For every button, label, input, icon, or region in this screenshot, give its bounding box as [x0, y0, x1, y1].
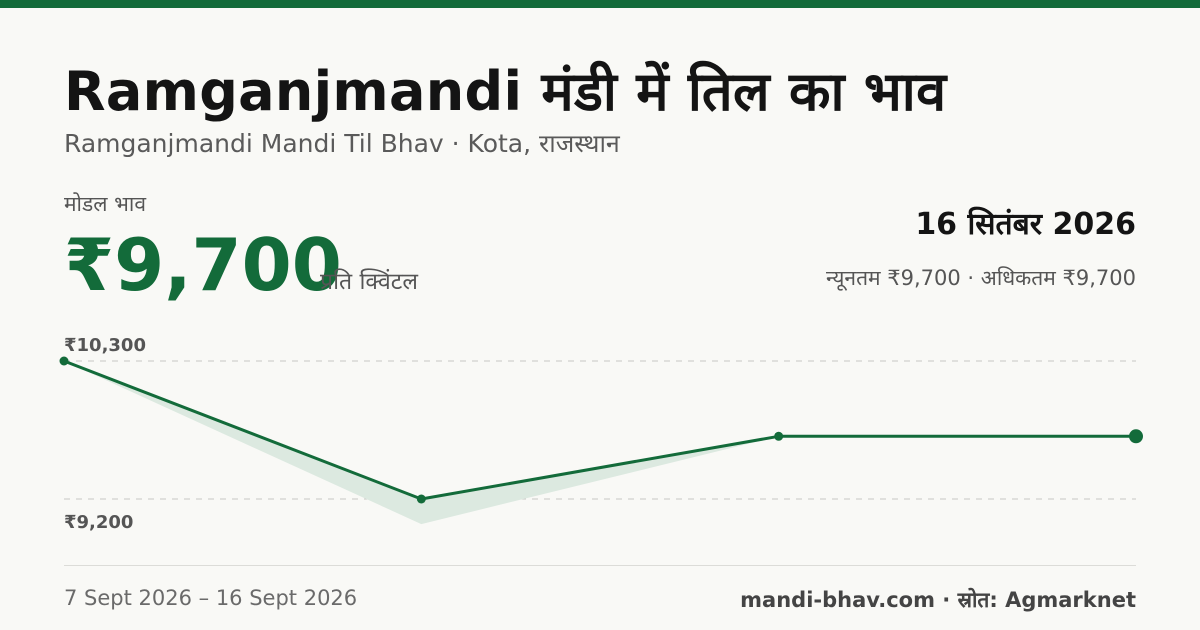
date-range: 7 Sept 2026 – 16 Sept 2026 [64, 586, 358, 610]
price-unit: प्रति क्विंटल [320, 269, 418, 295]
top-accent-bar [0, 0, 1200, 8]
page-title: Ramganjmandi मंडी में तिल का भाव [64, 60, 947, 123]
data-point-0 [59, 356, 69, 366]
price-date: 16 सितंबर 2026 [915, 207, 1136, 242]
y-tick-label-top: ₹10,300 [64, 335, 146, 356]
data-point-1 [416, 494, 426, 504]
price-range-band [64, 361, 1136, 525]
price-line [63, 359, 1136, 501]
modal-price-label: मोडल भाव [64, 192, 147, 216]
min-max-price: न्यूनतम ₹9,700 · अधिकतम ₹9,700 [826, 266, 1136, 290]
footer-divider [64, 565, 1136, 566]
source-credit: mandi-bhav.com · स्रोत: Agmarknet [740, 588, 1136, 612]
price-chart: ₹10,300 ₹9,200 [59, 335, 1143, 533]
data-points [59, 356, 1143, 504]
page-subtitle: Ramganjmandi Mandi Til Bhav · Kota, राजस… [64, 129, 620, 158]
modal-price-value: ₹9,700 [64, 223, 342, 307]
y-tick-label-bottom: ₹9,200 [64, 512, 133, 533]
data-point-3 [1129, 429, 1143, 444]
data-point-2 [774, 431, 784, 441]
